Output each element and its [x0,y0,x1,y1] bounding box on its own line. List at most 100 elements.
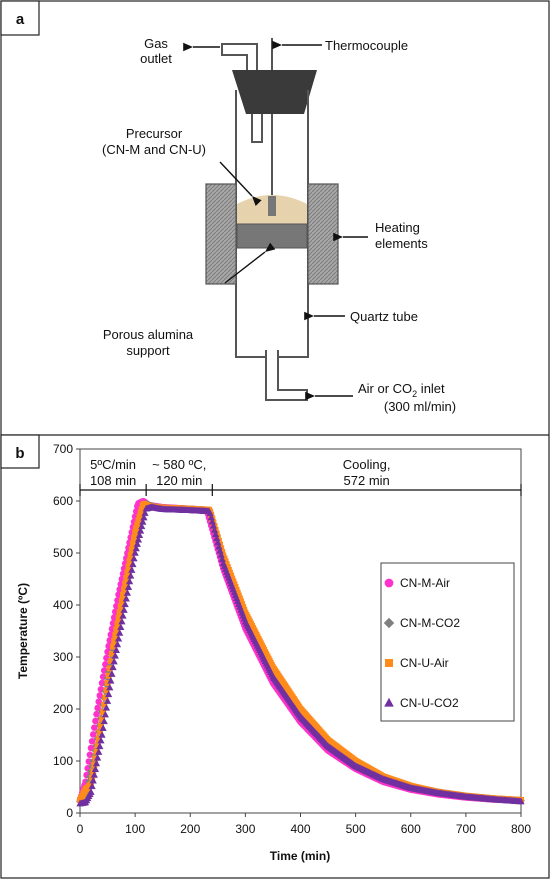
data-point [123,574,130,581]
data-point [133,540,141,547]
data-point [119,592,126,599]
panel-b: b 0 100 200 300 400 500 600 700 0 100 200 300 400 50… [0,434,531,863]
legend-label: CN-M-Air [400,576,450,590]
data-point [212,530,220,537]
data-point [114,634,123,642]
data-point [210,526,219,533]
inlet-pipe [265,357,308,401]
data-point [99,716,106,723]
data-point [89,731,97,738]
legend-marker [383,617,395,629]
data-point [87,788,95,795]
data-point [113,640,122,648]
data-point [120,606,128,613]
legend-box [380,562,515,722]
data-point [125,563,132,570]
data-point [96,729,103,736]
x-tick-label: 400 [290,822,310,836]
data-point [107,658,114,665]
data-point [114,620,121,627]
data-point [126,557,133,564]
data-point [91,724,98,732]
y-tick-label: 700 [53,442,73,456]
x-tick-label: 500 [346,822,366,836]
data-point [100,717,108,725]
data-point [126,577,134,585]
data-point [105,690,113,698]
data-point [217,551,225,558]
arrow-porous-support [224,242,276,284]
data-point [97,722,104,729]
data-point [140,513,148,521]
data-point [129,540,136,547]
data-point [117,603,124,610]
label-precursor-materials: (CN-M and CN-U) [102,142,206,157]
data-point [88,737,96,745]
y-tick-label: 100 [53,754,73,768]
data-point [108,670,116,677]
data-point [129,560,137,568]
data-point [92,717,99,725]
data-point [216,547,224,554]
label-outlet: outlet [140,51,172,66]
data-point [99,724,107,731]
data-point [138,522,146,530]
label-thermocouple: Thermocouple [325,38,408,53]
data-point [106,683,114,691]
data-point [135,517,142,524]
legend: CN-M-Air CN-M-CO2 CN-U-Air CN-U-CO2 [380,562,515,722]
data-point [214,538,222,546]
data-point [124,583,133,591]
data-point [128,566,136,573]
data-series [76,497,525,807]
x-tick-label: 700 [456,822,476,836]
label-inlet: Air or CO2 inlet [358,381,445,399]
data-point [135,531,144,539]
data-point [112,632,119,639]
legend-marker [384,697,394,707]
phase-label-line1: 5ºC/min [90,457,136,472]
panel-b-letter-box [0,434,40,469]
x-tick-label: 200 [180,822,200,836]
y-tick-label: 300 [53,650,73,664]
data-point [517,797,525,805]
data-point [116,609,123,616]
legend-marker [385,659,393,667]
data-point [208,517,216,525]
phase-label-line1: Cooling, [343,457,391,472]
label-elements: elements [375,236,428,251]
data-point [117,623,125,631]
data-point [112,646,120,653]
data-point [124,569,131,576]
data-point [92,759,101,767]
data-point [207,513,215,521]
data-point [93,748,100,755]
data-point [106,665,113,672]
phase-label-line1: ~ 580 ºC, [152,457,206,472]
data-point [127,552,134,559]
data-point [128,546,135,553]
legend-label: CN-M-CO2 [400,616,460,630]
data-point [132,544,140,552]
data-point [91,765,100,773]
data-point [215,542,223,550]
data-point [123,589,132,596]
data-point [209,522,218,529]
data-point [107,677,115,684]
label-gas: Gas [144,36,168,51]
x-tick-label: 100 [125,822,145,836]
data-point [98,731,106,738]
gas-outlet-pipe [221,43,258,70]
x-axis-title: Time (min) [270,849,330,863]
data-point [100,709,107,716]
data-point [88,781,95,788]
x-tick-label: 300 [235,822,255,836]
data-point [131,534,138,541]
data-point [133,525,140,532]
label-flow-rate: (300 ml/min) [384,399,456,414]
data-point [90,771,98,778]
legend-label: CN-U-Air [400,656,449,670]
y-tick-label: 500 [53,546,73,560]
legend-marker [384,578,394,588]
